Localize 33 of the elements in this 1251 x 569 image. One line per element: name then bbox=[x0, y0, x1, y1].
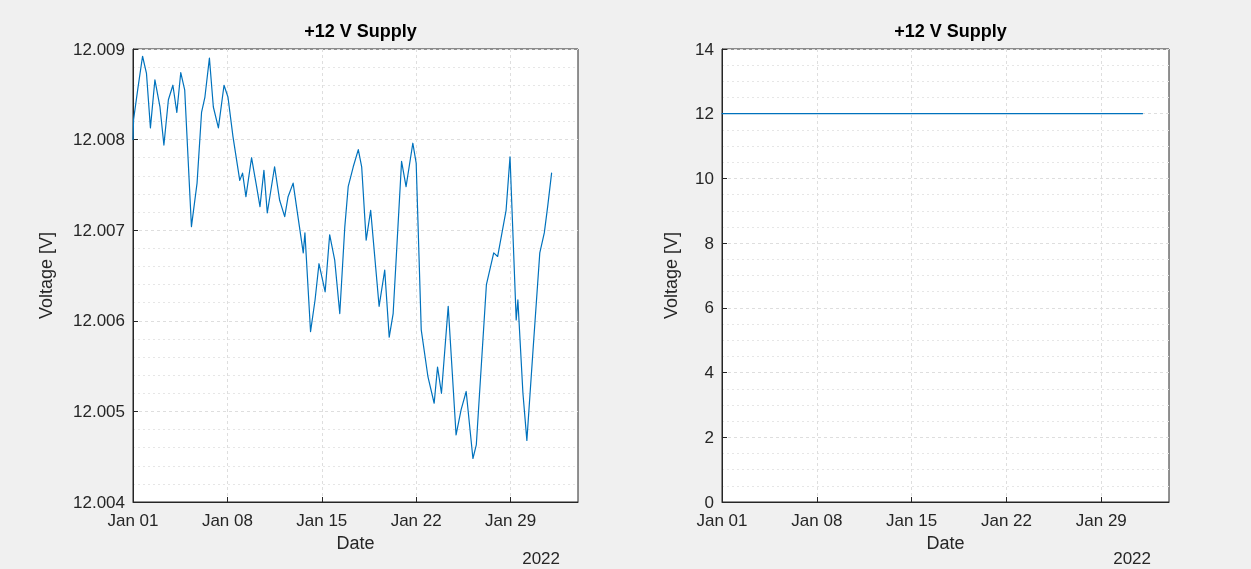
y-tick-label: 8 bbox=[704, 233, 714, 253]
y-tick-label: 12 bbox=[695, 104, 714, 124]
x-tick-label: Jan 15 bbox=[886, 511, 938, 530]
x-tick-label: Jan 22 bbox=[980, 511, 1032, 530]
x-tick-label: Jan 29 bbox=[1075, 511, 1127, 530]
x-axis-title: Date bbox=[336, 532, 375, 553]
y-tick-label: 12.006 bbox=[73, 311, 125, 331]
y-tick-label: 12.007 bbox=[73, 220, 125, 240]
x-axis-title: Date bbox=[926, 532, 965, 553]
x-tick-label: Jan 08 bbox=[791, 511, 843, 530]
y-axis-title: Voltage [V] bbox=[36, 231, 56, 320]
x-tick-label: Jan 22 bbox=[390, 511, 442, 530]
y-tick-label: 2 bbox=[704, 427, 714, 447]
y-tick-label: 0 bbox=[704, 492, 714, 512]
chart-title: +12 V Supply bbox=[304, 21, 417, 41]
x-tick-label: Jan 15 bbox=[296, 511, 348, 530]
y-tick-label: 12.004 bbox=[73, 492, 125, 512]
x-tick-label: Jan 01 bbox=[107, 511, 159, 530]
x-tick-label: Jan 01 bbox=[696, 511, 748, 530]
y-axis-title: Voltage [V] bbox=[661, 231, 681, 320]
line-series bbox=[132, 55, 553, 460]
x-tick-label: Jan 29 bbox=[485, 511, 537, 530]
y-tick-label: 10 bbox=[695, 168, 714, 188]
y-tick-label: 4 bbox=[704, 363, 714, 383]
y-tick-label: 12.008 bbox=[73, 130, 125, 150]
chart-title: +12 V Supply bbox=[894, 21, 1007, 41]
x-tick-label: Jan 08 bbox=[201, 511, 253, 530]
y-tick-label: 12.009 bbox=[73, 39, 125, 59]
y-tick-label: 6 bbox=[704, 298, 714, 318]
y-tick-label: 14 bbox=[695, 39, 714, 59]
text: 2022 bbox=[522, 549, 561, 568]
y-tick-label: 12.005 bbox=[73, 401, 125, 421]
text: 2022 bbox=[1113, 549, 1152, 568]
